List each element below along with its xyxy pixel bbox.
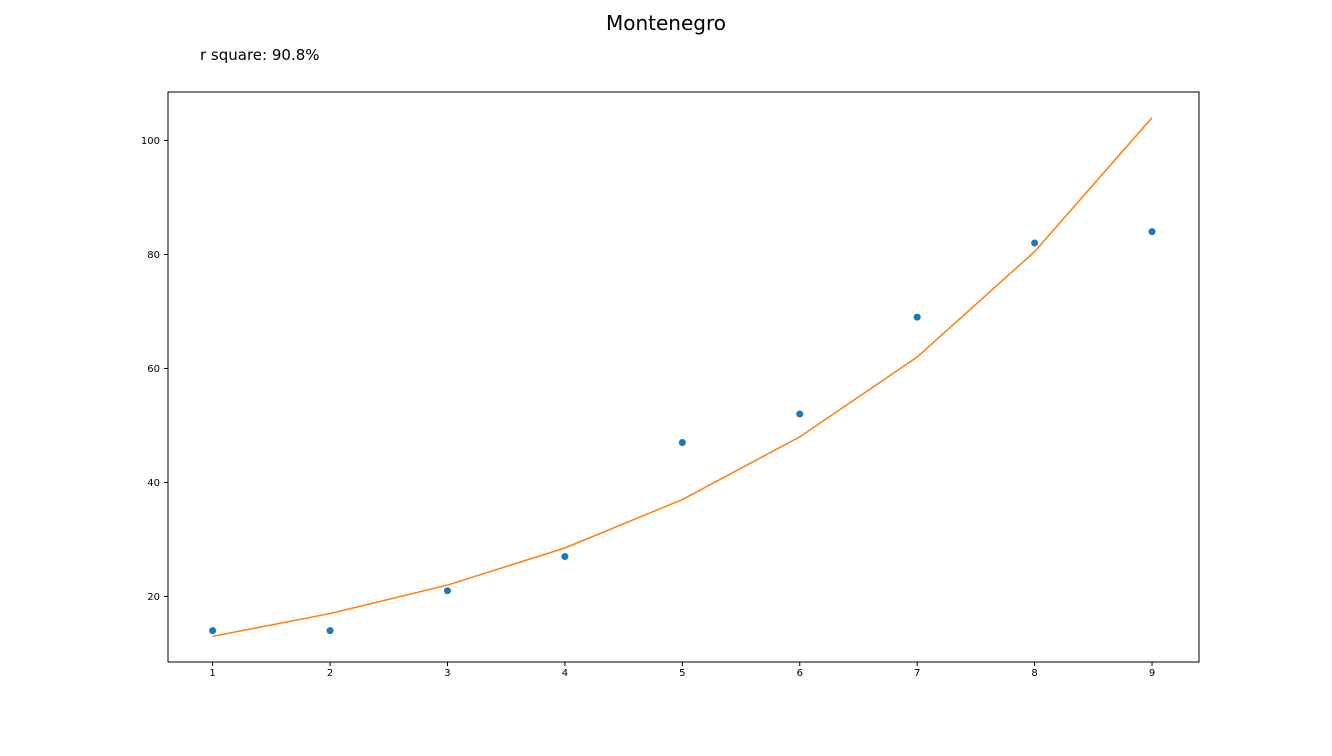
data-point [796,410,804,418]
fit-line [212,117,1153,638]
data-point [678,439,686,447]
y-tick-label: 100 [141,136,160,147]
y-tick-label: 60 [147,364,160,375]
data-point [1031,239,1039,247]
x-tick-label: 8 [1031,668,1037,679]
x-tick-label: 3 [444,668,450,679]
data-point [326,627,334,635]
data-point [209,627,217,635]
x-tick-label: 7 [914,668,920,679]
x-tick-label: 1 [209,668,215,679]
x-tick-label: 5 [679,668,685,679]
data-point [913,313,921,321]
data-point [561,553,569,561]
x-tick-label: 2 [327,668,333,679]
data-point [1148,228,1156,236]
x-tick-label: 4 [562,668,568,679]
r-square-annotation: r square: 90.8% [200,46,320,64]
y-tick-label: 40 [147,478,160,489]
axes-frame [167,91,1200,663]
chart-title: Montenegro [606,11,726,35]
y-tick-label: 80 [147,250,160,261]
x-tick-label: 6 [797,668,803,679]
data-point [443,587,451,595]
x-tick-label: 9 [1149,668,1155,679]
y-tick-label: 20 [147,592,160,603]
plot-area: 1 2 3 4 5 6 7 8 9 20 40 60 80 100 [141,91,1200,679]
